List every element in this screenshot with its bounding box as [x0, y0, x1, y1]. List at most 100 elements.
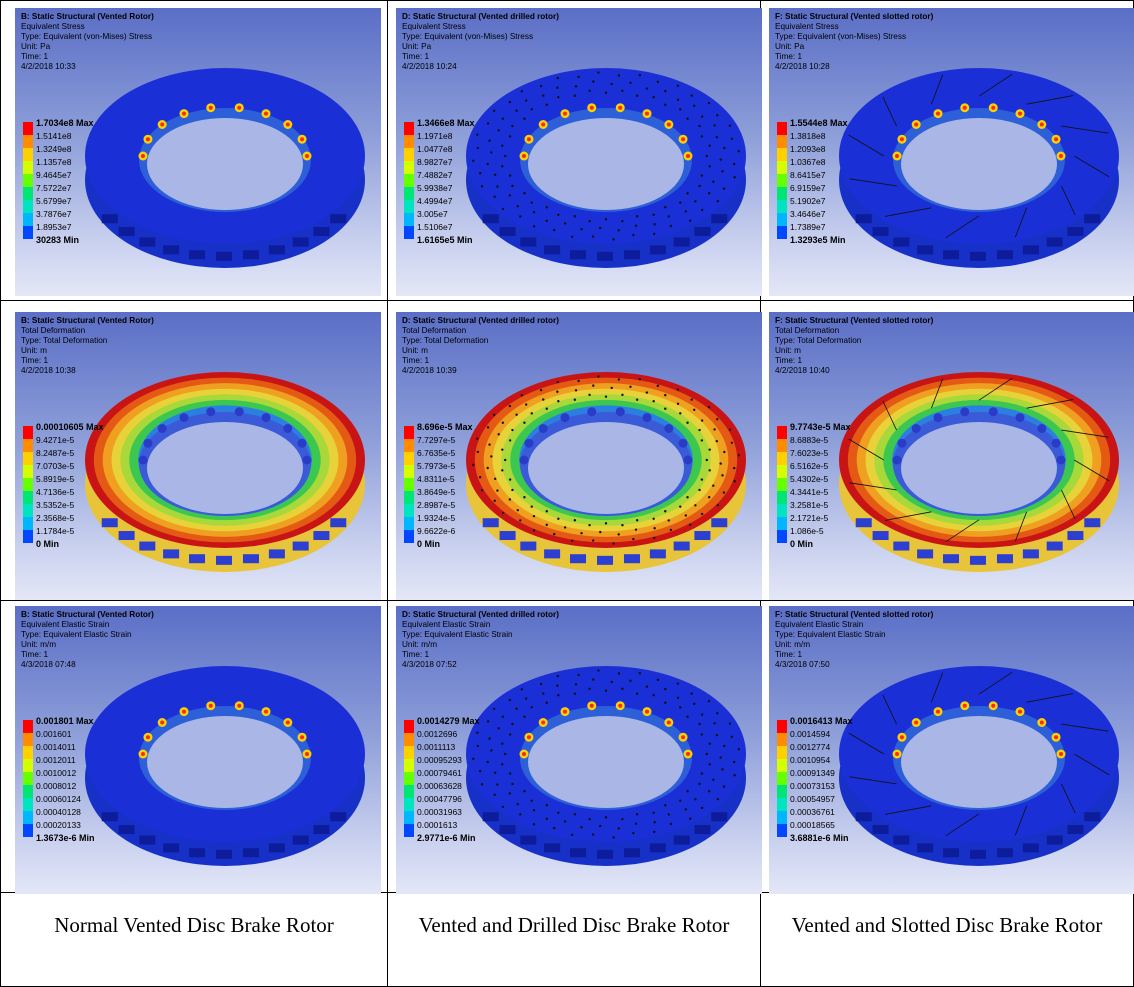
drilled-hole	[486, 122, 490, 125]
drilled-hole	[508, 194, 512, 197]
stress-hotspot	[1039, 122, 1044, 127]
slot-groove	[882, 694, 897, 725]
stress-hotspot	[914, 122, 919, 127]
hub-lug	[1015, 413, 1025, 423]
drilled-hole	[708, 144, 711, 147]
info-title: B: Static Structural (Vented Rotor)	[21, 610, 154, 619]
drilled-hole	[599, 226, 602, 230]
legend-swatch	[23, 135, 33, 148]
legend-swatch	[404, 746, 414, 759]
drilled-hole	[684, 808, 688, 811]
legend-value: 0.00079461	[417, 768, 462, 778]
drilled-hole	[617, 827, 620, 830]
drilled-hole	[638, 377, 642, 381]
drilled-hole	[504, 458, 507, 462]
drilled-hole	[653, 223, 656, 226]
vent-slot	[1067, 825, 1084, 835]
result-panel: D: Static Structural (Vented drilled rot…	[396, 312, 762, 600]
drilled-hole	[542, 692, 545, 695]
drilled-hole	[488, 737, 491, 740]
legend-swatch	[23, 759, 33, 772]
drilled-hole	[700, 733, 704, 736]
hub-lug	[261, 413, 271, 423]
stress-hotspot	[264, 709, 268, 714]
drilled-hole	[708, 448, 711, 451]
drilled-hole	[520, 394, 524, 397]
legend-swatch	[404, 733, 414, 746]
info-time: Time: 1	[21, 356, 48, 365]
drilled-hole	[700, 419, 704, 422]
vent-slot	[139, 541, 156, 551]
legend-min: 1.6165e5 Min	[417, 235, 473, 245]
drilled-hole	[497, 129, 500, 132]
legend-min: 3.6881e-6 Min	[790, 833, 849, 843]
hub-lug	[297, 438, 307, 448]
drilled-hole	[539, 388, 543, 392]
vent-slot	[118, 531, 135, 541]
drilled-hole	[476, 133, 479, 136]
drilled-hole	[493, 793, 496, 797]
legend-swatch	[23, 772, 33, 785]
legend-value: 4.7136e-5	[36, 487, 75, 497]
info-title: B: Static Structural (Vented Rotor)	[21, 316, 154, 325]
legend-value: 1.2093e8	[790, 144, 826, 154]
drilled-hole	[573, 94, 577, 97]
drilled-hole	[501, 763, 504, 766]
info-type: Type: Equivalent (von-Mises) Stress	[775, 32, 907, 41]
stress-hotspot	[962, 105, 967, 110]
legend-value: 3.8649e-5	[417, 487, 456, 497]
drilled-hole	[723, 146, 726, 150]
vent-slot	[996, 554, 1013, 564]
legend-value: 9.4645e7	[36, 170, 72, 180]
info-time: Time: 1	[775, 650, 802, 659]
vent-slot	[1046, 835, 1063, 845]
info-type: Type: Total Deformation	[21, 336, 108, 345]
drilled-hole	[708, 469, 711, 472]
drilled-hole	[688, 817, 692, 820]
center-bore	[147, 118, 303, 210]
legend-max: 1.3466e8 Max	[417, 118, 475, 128]
legend-value: 1.0367e8	[790, 157, 826, 167]
vent-slot	[570, 250, 587, 260]
drilled-hole	[520, 90, 524, 93]
rotor-render	[839, 68, 1119, 268]
vent-slot	[189, 554, 206, 564]
drilled-hole	[545, 407, 548, 410]
drilled-hole	[694, 200, 697, 203]
stress-hotspot	[645, 111, 649, 116]
rotor-render	[839, 372, 1119, 572]
legend-swatch	[23, 226, 33, 239]
drilled-hole	[664, 804, 667, 807]
drilled-hole	[488, 443, 491, 446]
stress-hotspot	[681, 137, 686, 142]
drilled-hole	[713, 722, 716, 725]
drilled-hole	[545, 804, 548, 807]
legend-swatch	[23, 811, 33, 824]
center-bore	[528, 422, 684, 514]
legend-swatch	[23, 439, 33, 452]
drilled-hole	[712, 778, 715, 781]
drilled-hole	[617, 378, 621, 381]
drilled-hole	[700, 439, 704, 442]
vent-slot	[268, 843, 285, 853]
drilled-hole	[532, 210, 536, 214]
legend-swatch	[23, 785, 33, 798]
vent-slot	[711, 812, 728, 822]
drilled-hole	[573, 692, 577, 695]
info-unit: Unit: Pa	[775, 42, 805, 51]
drilled-hole	[690, 398, 693, 401]
drilled-hole	[597, 375, 600, 378]
legend-value: 8.6415e7	[790, 170, 826, 180]
info-result: Equivalent Elastic Strain	[402, 620, 491, 629]
drilled-hole	[733, 176, 736, 179]
stress-hotspot	[526, 137, 531, 142]
result-info: F: Static Structural (Vented slotted rot…	[775, 316, 933, 376]
drilled-hole	[588, 393, 591, 397]
drilled-hole	[563, 820, 567, 823]
legend-value: 8.2487e-5	[36, 448, 75, 458]
info-result: Equivalent Elastic Strain	[21, 620, 110, 629]
drilled-hole	[508, 100, 512, 104]
drilled-hole	[632, 537, 635, 541]
drilled-hole	[516, 204, 519, 208]
